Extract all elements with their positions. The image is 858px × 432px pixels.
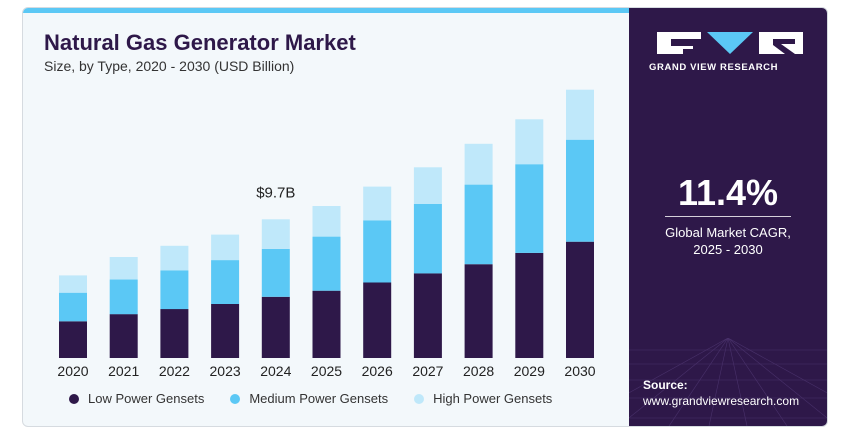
bar-high-2024 [261, 219, 290, 249]
x-tick-2021: 2021 [108, 363, 139, 379]
bar-low-2020 [59, 321, 87, 358]
cagr-divider [665, 216, 791, 217]
bar-low-2026 [363, 282, 392, 358]
legend-item-medium: Medium Power Gensets [230, 391, 388, 406]
bar-high-2028 [464, 143, 493, 185]
bar-high-2026 [363, 186, 392, 221]
legend-swatch-high [414, 393, 425, 404]
bar-high-2023 [211, 234, 240, 261]
bar-medium-2026 [363, 220, 392, 283]
legend-swatch-low [69, 393, 79, 404]
legend-label-high: High Power Gensets [433, 391, 553, 406]
x-tick-2026: 2026 [362, 363, 393, 379]
branding-panel: GRAND VIEW RESEARCH 11.4% Global Market … [629, 8, 827, 426]
x-tick-2024: 2024 [260, 363, 291, 379]
x-tick-2025: 2025 [311, 363, 342, 379]
bar-chart: 2020 2021 2022 2023 2024 $9.7B 2025 2026 2027 202… [57, 89, 596, 379]
bar-low-2024 [261, 296, 290, 358]
x-tick-2029: 2029 [514, 363, 545, 379]
bar-high-2027 [413, 167, 442, 204]
bar-medium-2022 [160, 270, 189, 310]
bar-high-2030 [566, 89, 594, 140]
bar-high-2022 [160, 245, 189, 271]
bar-low-2028 [464, 264, 493, 358]
chart-subtitle: Size, by Type, 2020 - 2030 (USD Billion) [44, 58, 295, 74]
x-tick-2027: 2027 [412, 363, 443, 379]
bar-medium-2025 [312, 236, 341, 291]
legend-label-medium: Medium Power Gensets [249, 391, 389, 406]
bar-high-2025 [312, 206, 341, 237]
bar-low-2029 [515, 252, 544, 358]
bar-medium-2027 [413, 204, 442, 274]
decorative-grid [629, 338, 827, 426]
cagr-label: Global Market CAGR, 2025 - 2030 [629, 224, 827, 258]
x-tick-2028: 2028 [463, 363, 494, 379]
x-tick-2022: 2022 [159, 363, 190, 379]
legend-label-low: Low Power Gensets [88, 391, 205, 406]
bar-medium-2024 [261, 248, 290, 297]
bar-medium-2028 [464, 184, 493, 265]
chart-title: Natural Gas Generator Market [44, 30, 356, 55]
bar-low-2021 [109, 314, 138, 358]
chart-card: Natural Gas Generator Market Size, by Ty… [22, 7, 828, 427]
bar-medium-2023 [211, 260, 240, 304]
x-tick-2020: 2020 [57, 363, 88, 379]
cagr-label-line2: 2025 - 2030 [693, 242, 763, 257]
bar-high-2020 [59, 275, 87, 293]
annotation-label: $9.7B [256, 184, 295, 201]
bar-high-2029 [515, 119, 544, 165]
bar-medium-2029 [515, 164, 544, 253]
bar-medium-2021 [109, 279, 138, 315]
legend-item-low: Low Power Gensets [69, 391, 204, 406]
grand-view-research-logo [657, 32, 803, 54]
bar-low-2022 [160, 309, 189, 358]
legend-swatch-medium [230, 393, 241, 404]
bar-low-2030 [566, 241, 594, 358]
source-label: Source: [643, 378, 688, 392]
x-tick-2023: 2023 [210, 363, 241, 379]
bar-medium-2030 [566, 139, 594, 242]
bar-high-2021 [109, 257, 138, 280]
source-link[interactable]: www.grandviewresearch.com [643, 394, 800, 408]
cagr-label-line1: Global Market CAGR, [665, 225, 791, 240]
bar-medium-2020 [59, 292, 87, 322]
legend: Low Power Gensets Medium Power Gensets H… [69, 391, 552, 406]
bar-low-2027 [413, 273, 442, 358]
accent-bar [23, 8, 629, 13]
cagr-value: 11.4% [677, 172, 779, 213]
company-name: GRAND VIEW RESEARCH [649, 62, 779, 73]
legend-item-high: High Power Gensets [414, 391, 552, 406]
x-tick-2030: 2030 [564, 363, 595, 379]
bar-low-2025 [312, 290, 341, 358]
bar-low-2023 [211, 303, 240, 358]
